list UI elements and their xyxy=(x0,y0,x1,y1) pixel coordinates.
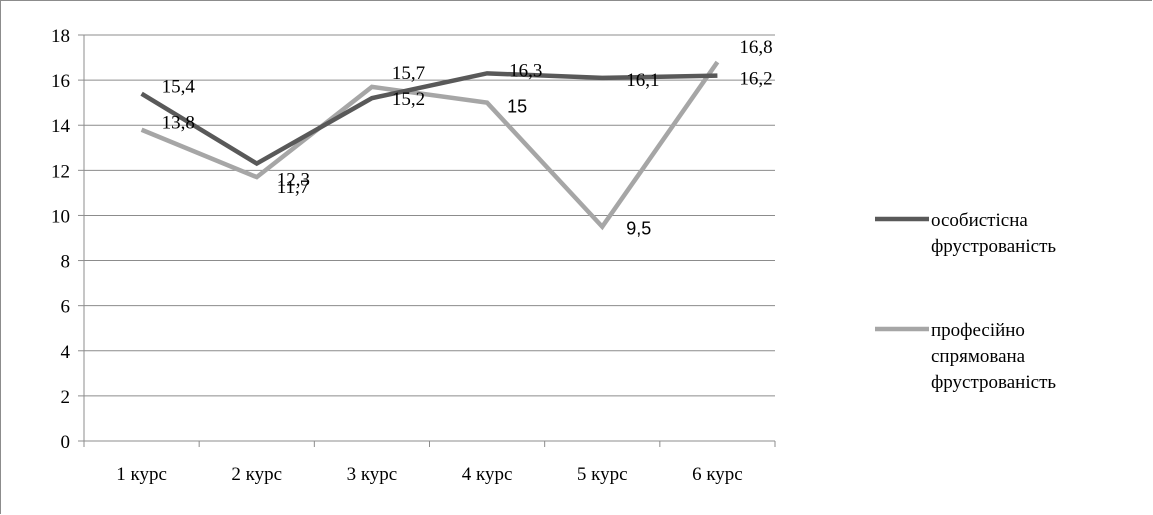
data-label-s0-p1: 12,3 xyxy=(277,170,310,191)
data-label-s0-p3: 16,3 xyxy=(509,60,542,81)
y-tick-label-5: 10 xyxy=(51,206,70,227)
series-lines xyxy=(140,60,720,231)
y-tick-label-3: 6 xyxy=(61,297,71,318)
x-tick-label-5: 6 курс xyxy=(692,464,743,485)
data-label-s0-p2: 15,2 xyxy=(392,89,425,110)
axes: 0 2 4 6 8 10 12 14 16 18 1 курс 2 курс 3 курс 4 курс 5… xyxy=(51,26,776,485)
data-labels: 15,4 12,3 15,2 16,3 16,1 16,2 13,8 11,7 15,7 15 9,… xyxy=(162,37,773,239)
x-tick-label-2: 3 курс xyxy=(347,464,398,485)
legend-label-1-line-0: професійно xyxy=(931,320,1025,341)
legend: особистісна фрустрованість професійно спрям… xyxy=(875,210,1056,393)
series-line-0 xyxy=(140,71,718,167)
x-tick-label-4: 5 курс xyxy=(577,464,628,485)
x-tick-label-3: 4 курс xyxy=(462,464,513,485)
data-label-s1-p5: 16,8 xyxy=(739,37,772,58)
data-label-s0-p5: 16,2 xyxy=(739,69,772,90)
data-label-s1-p2: 15,7 xyxy=(392,63,425,84)
legend-label-1-line-2: фрустрованість xyxy=(931,372,1056,393)
y-tick-label-8: 16 xyxy=(51,71,70,92)
series-line-1 xyxy=(140,60,720,231)
y-tick-label-9: 18 xyxy=(51,26,70,47)
gridlines xyxy=(84,34,775,397)
y-tick-label-7: 14 xyxy=(51,116,71,137)
data-label-s1-p3: 15 xyxy=(507,97,527,117)
data-label-s1-p0: 13,8 xyxy=(162,113,195,134)
data-label-s1-p4: 9,5 xyxy=(626,219,651,239)
data-label-s1-p1: 11,7 xyxy=(277,177,310,198)
legend-label-0-line-0: особистісна xyxy=(931,210,1028,231)
data-label-s0-p0: 15,4 xyxy=(162,77,196,98)
legend-label-0-line-1: фрустрованість xyxy=(931,236,1056,257)
legend-label-1-line-1: спрямована xyxy=(931,346,1026,367)
x-tick-label-1: 2 курс xyxy=(231,464,282,485)
y-tick-label-0: 0 xyxy=(61,432,71,453)
x-tick-label-0: 1 курс xyxy=(116,464,167,485)
data-label-s0-p4: 16,1 xyxy=(626,70,659,91)
y-tick-label-2: 4 xyxy=(61,342,71,363)
y-tick-label-1: 2 xyxy=(61,387,71,408)
y-tick-label-4: 8 xyxy=(61,252,71,273)
y-tick-label-6: 12 xyxy=(51,161,70,182)
